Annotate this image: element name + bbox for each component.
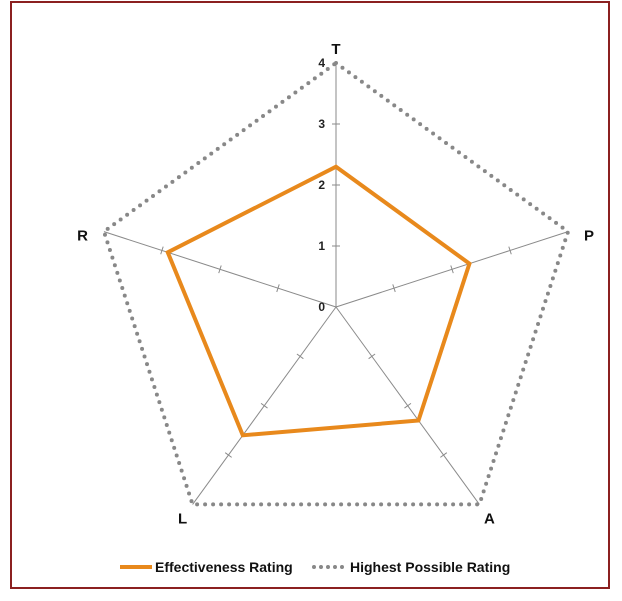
tick-mark bbox=[276, 284, 280, 293]
axis-label-r: R bbox=[77, 228, 88, 245]
axis-label-a: A bbox=[484, 510, 495, 527]
tick-mark bbox=[404, 402, 412, 409]
tick-label-2: 2 bbox=[318, 178, 325, 192]
legend: Effectiveness Rating Highest Possible Rat… bbox=[120, 559, 510, 575]
axis-label-t: T bbox=[331, 41, 340, 58]
tick-label-1: 1 bbox=[318, 239, 325, 253]
tick-label-3: 3 bbox=[318, 117, 325, 131]
tick-label-0: 0 bbox=[318, 300, 325, 314]
tick-mark bbox=[260, 402, 268, 409]
tick-mark bbox=[440, 452, 448, 458]
tick-mark bbox=[160, 246, 164, 255]
tick-mark bbox=[218, 265, 222, 274]
series-effectiveness-rating bbox=[165, 164, 472, 438]
tick-mark bbox=[224, 452, 232, 458]
tick-mark bbox=[392, 284, 396, 293]
chart-frame bbox=[10, 1, 610, 589]
series-layer bbox=[101, 60, 571, 507]
axes-layer bbox=[103, 63, 569, 505]
legend-label-highest: Highest Possible Rating bbox=[350, 559, 510, 575]
legend-label-effectiveness: Effectiveness Rating bbox=[155, 559, 293, 575]
labels-layer: 0 1 2 3 4T P A L R bbox=[77, 41, 594, 527]
tick-mark bbox=[450, 265, 454, 274]
tick-mark bbox=[368, 353, 376, 360]
tick-mark bbox=[296, 353, 304, 360]
tick-mark bbox=[508, 246, 512, 255]
tick-label-4: 4 bbox=[318, 56, 325, 70]
axis-label-p: P bbox=[584, 228, 594, 245]
axis-label-l: L bbox=[178, 510, 187, 527]
series-highest-possible-rating bbox=[101, 60, 571, 507]
